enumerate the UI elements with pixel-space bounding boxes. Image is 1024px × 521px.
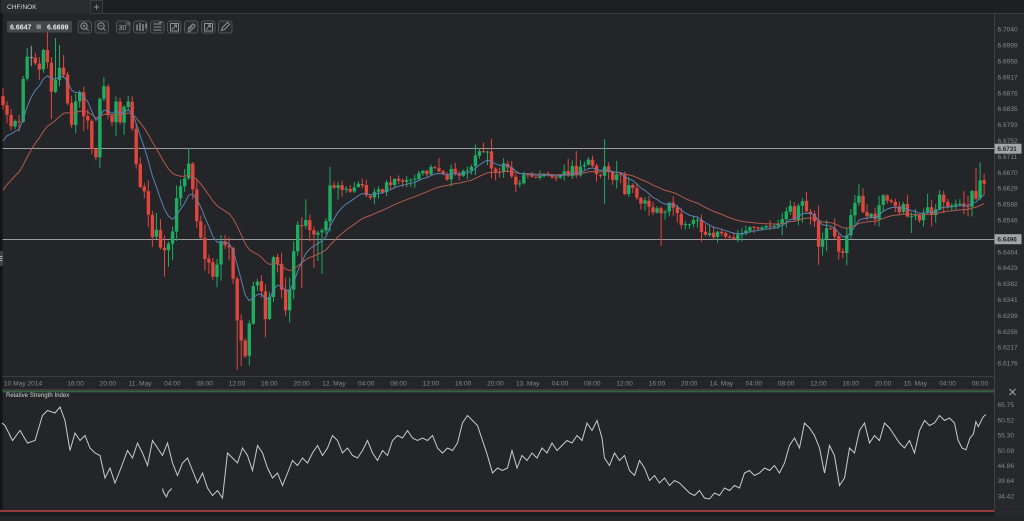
svg-text:50.08: 50.08 — [998, 448, 1015, 455]
svg-text:20:00: 20:00 — [100, 381, 117, 388]
svg-text:20:00: 20:00 — [293, 381, 310, 388]
svg-text:08:00: 08:00 — [778, 381, 795, 388]
svg-text:13. May: 13. May — [516, 381, 540, 388]
svg-text:55.30: 55.30 — [998, 433, 1015, 440]
svg-text:6.6217: 6.6217 — [998, 345, 1019, 352]
svg-text:20:00: 20:00 — [487, 381, 504, 388]
svg-text:12:00: 12:00 — [423, 381, 440, 388]
svg-text:04:00: 04:00 — [358, 381, 375, 388]
svg-text:6.6299: 6.6299 — [998, 313, 1019, 320]
svg-text:6.6341: 6.6341 — [998, 297, 1019, 304]
svg-text:04:00: 04:00 — [552, 381, 569, 388]
svg-text:08:00: 08:00 — [390, 381, 407, 388]
svg-text:08:00: 08:00 — [584, 381, 601, 388]
svg-text:20:00: 20:00 — [681, 381, 698, 388]
svg-text:16:00: 16:00 — [455, 381, 472, 388]
svg-text:15. May: 15. May — [904, 381, 928, 388]
svg-text:44.86: 44.86 — [998, 463, 1015, 470]
svg-text:16:00: 16:00 — [842, 381, 859, 388]
svg-text:6.6876: 6.6876 — [998, 90, 1019, 97]
svg-text:12:00: 12:00 — [616, 381, 633, 388]
svg-text:04:00: 04:00 — [164, 381, 181, 388]
svg-text:6.6258: 6.6258 — [998, 329, 1019, 336]
svg-text:6.6958: 6.6958 — [998, 59, 1019, 66]
svg-text:6.6699: 6.6699 — [47, 25, 69, 32]
svg-text:6.6647: 6.6647 — [10, 25, 32, 32]
svg-text:6.6496: 6.6496 — [998, 236, 1018, 243]
svg-text:39.64: 39.64 — [998, 478, 1015, 485]
svg-text:11. May: 11. May — [129, 381, 153, 388]
svg-text:04:00: 04:00 — [939, 381, 956, 388]
svg-text:10 May 2014: 10 May 2014 — [4, 381, 42, 388]
svg-text:6.6546: 6.6546 — [998, 218, 1019, 225]
svg-text:6.6588: 6.6588 — [998, 202, 1019, 209]
svg-text:20:00: 20:00 — [875, 381, 892, 388]
svg-text:14. May: 14. May — [710, 381, 734, 388]
svg-text:6.6176: 6.6176 — [998, 361, 1019, 368]
svg-text:08:00: 08:00 — [196, 381, 213, 388]
svg-text:6.6629: 6.6629 — [998, 186, 1019, 193]
svg-text:34.42: 34.42 — [998, 493, 1015, 500]
svg-text:CHF/NOK: CHF/NOK — [7, 4, 37, 11]
svg-text:m: m — [126, 22, 130, 28]
svg-text:6.6670: 6.6670 — [998, 170, 1019, 177]
svg-text:16:00: 16:00 — [261, 381, 278, 388]
svg-text:6.6999: 6.6999 — [998, 43, 1019, 50]
svg-text:6.6731: 6.6731 — [998, 146, 1018, 153]
svg-text:16:00: 16:00 — [67, 381, 84, 388]
svg-text:6.6793: 6.6793 — [998, 122, 1019, 129]
svg-text:65.75: 65.75 — [998, 402, 1015, 409]
svg-text:6.6464: 6.6464 — [998, 249, 1019, 256]
svg-text:6.7040: 6.7040 — [998, 27, 1019, 34]
svg-text:6.6835: 6.6835 — [998, 106, 1019, 113]
svg-text:6.6711: 6.6711 — [998, 154, 1018, 161]
svg-text:16:00: 16:00 — [649, 381, 666, 388]
svg-text:12:00: 12:00 — [229, 381, 246, 388]
svg-text:04:00: 04:00 — [746, 381, 763, 388]
svg-text:Relative Strength Index: Relative Strength Index — [6, 392, 69, 399]
svg-text:6.6917: 6.6917 — [998, 74, 1019, 81]
svg-text:6.6423: 6.6423 — [998, 265, 1019, 272]
svg-text:12. May: 12. May — [322, 381, 346, 388]
svg-text:60.52: 60.52 — [998, 417, 1015, 424]
svg-text:08:00: 08:00 — [972, 381, 989, 388]
svg-text:6.6382: 6.6382 — [998, 281, 1019, 288]
svg-text:12:00: 12:00 — [810, 381, 827, 388]
